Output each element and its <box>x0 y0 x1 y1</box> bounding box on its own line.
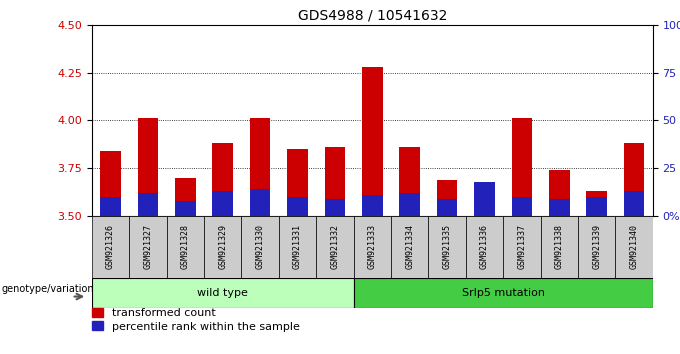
Bar <box>399 147 420 216</box>
Bar <box>167 216 204 278</box>
Bar <box>428 216 466 278</box>
Bar <box>362 195 383 216</box>
Bar <box>212 191 233 216</box>
Bar <box>324 199 345 216</box>
Bar <box>100 151 121 216</box>
Bar <box>175 178 196 216</box>
Bar <box>624 143 645 216</box>
Bar <box>212 143 233 216</box>
Legend: transformed count, percentile rank within the sample: transformed count, percentile rank withi… <box>92 308 300 332</box>
Bar <box>324 147 345 216</box>
Bar <box>137 193 158 216</box>
Bar <box>137 119 158 216</box>
Text: GSM921333: GSM921333 <box>368 224 377 269</box>
Bar <box>250 119 271 216</box>
Text: GSM921326: GSM921326 <box>106 224 115 269</box>
Text: GSM921338: GSM921338 <box>555 224 564 269</box>
Bar <box>287 149 308 216</box>
Bar <box>466 216 503 278</box>
Bar <box>541 216 578 278</box>
Bar <box>100 197 121 216</box>
Text: GSM921334: GSM921334 <box>405 224 414 269</box>
Bar <box>399 193 420 216</box>
Text: GSM921331: GSM921331 <box>293 224 302 269</box>
Bar <box>437 179 458 216</box>
Bar <box>549 170 570 216</box>
Text: GSM921328: GSM921328 <box>181 224 190 269</box>
Title: GDS4988 / 10541632: GDS4988 / 10541632 <box>298 8 447 22</box>
Bar <box>354 216 391 278</box>
Text: Srlp5 mutation: Srlp5 mutation <box>462 288 545 298</box>
Bar <box>287 197 308 216</box>
Bar <box>250 189 271 216</box>
Text: GSM921332: GSM921332 <box>330 224 339 269</box>
Text: GSM921340: GSM921340 <box>630 224 639 269</box>
Text: GSM921339: GSM921339 <box>592 224 601 269</box>
Bar <box>362 67 383 216</box>
Bar <box>474 205 495 216</box>
Bar <box>175 201 196 216</box>
Bar <box>241 216 279 278</box>
Bar <box>511 119 532 216</box>
Bar <box>503 216 541 278</box>
Text: wild type: wild type <box>197 288 248 298</box>
Text: GSM921327: GSM921327 <box>143 224 152 269</box>
Bar <box>316 216 354 278</box>
Bar <box>129 216 167 278</box>
Text: GSM921335: GSM921335 <box>443 224 452 269</box>
Bar <box>624 191 645 216</box>
Bar <box>549 199 570 216</box>
Bar <box>578 216 615 278</box>
Bar <box>586 191 607 216</box>
Bar <box>354 278 653 308</box>
Bar <box>437 199 458 216</box>
Bar <box>391 216 428 278</box>
Text: GSM921337: GSM921337 <box>517 224 526 269</box>
Bar <box>615 216 653 278</box>
Bar <box>279 216 316 278</box>
Bar <box>511 197 532 216</box>
Text: GSM921336: GSM921336 <box>480 224 489 269</box>
Bar <box>92 278 354 308</box>
Bar <box>92 216 129 278</box>
Bar <box>204 216 241 278</box>
Text: GSM921330: GSM921330 <box>256 224 265 269</box>
Bar <box>474 182 495 216</box>
Bar <box>586 197 607 216</box>
Text: GSM921329: GSM921329 <box>218 224 227 269</box>
Text: genotype/variation: genotype/variation <box>2 284 95 294</box>
